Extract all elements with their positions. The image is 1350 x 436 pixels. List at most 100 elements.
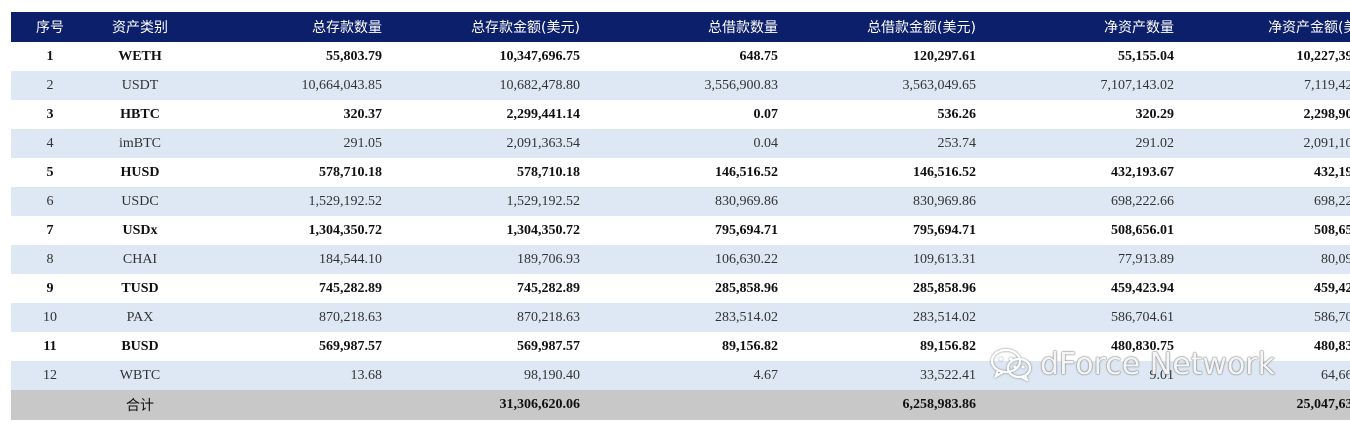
cell-asset-type: WBTC <box>89 361 191 390</box>
cell-net-usd: 508,656.01 <box>1182 216 1350 245</box>
cell-net-qty: 320.29 <box>984 100 1182 129</box>
table-row: 8 CHAI 184,544.10 189,706.93 106,630.22 109,6… <box>11 245 1350 274</box>
header-asset-type: 资产类别 <box>89 12 191 42</box>
table-row: 3 HBTC 320.37 2,299,441.14 0.07 536.26 320.29 2… <box>11 100 1350 129</box>
cell-borrow-usd: 253.74 <box>786 129 984 158</box>
total-borrow-qty <box>588 390 786 420</box>
cell-deposit-usd: 10,347,696.75 <box>390 42 588 71</box>
table-row: 4 imBTC 291.05 2,091,363.54 0.04 253.74 291.02… <box>11 129 1350 158</box>
cell-net-qty: 55,155.04 <box>984 42 1182 71</box>
table-row: 6 USDC 1,529,192.52 1,529,192.52 830,969.86 8… <box>11 187 1350 216</box>
cell-asset-type: USDT <box>89 71 191 100</box>
total-deposit-usd: 31,306,620.06 <box>390 390 588 420</box>
table-row: 10 PAX 870,218.63 870,218.63 283,514.02 283,5… <box>11 303 1350 332</box>
table-row: 7 USDx 1,304,350.72 1,304,350.72 795,694.71 7… <box>11 216 1350 245</box>
cell-asset-type: HBTC <box>89 100 191 129</box>
cell-deposit-usd: 189,706.93 <box>390 245 588 274</box>
cell-net-usd: 2,298,904.88 <box>1182 100 1350 129</box>
table-row: 12 WBTC 13.68 98,190.40 4.67 33,522.41 9.01 64,… <box>11 361 1350 390</box>
cell-deposit-usd: 98,190.40 <box>390 361 588 390</box>
table-row: 11 BUSD 569,987.57 569,987.57 89,156.82 89,15… <box>11 332 1350 361</box>
cell-deposit-usd: 10,682,478.80 <box>390 71 588 100</box>
header-borrow-qty: 总借款数量 <box>588 12 786 42</box>
cell-deposit-usd: 569,987.57 <box>390 332 588 361</box>
cell-asset-type: imBTC <box>89 129 191 158</box>
cell-deposit-usd: 745,282.89 <box>390 274 588 303</box>
cell-borrow-usd: 109,613.31 <box>786 245 984 274</box>
cell-borrow-usd: 33,522.41 <box>786 361 984 390</box>
cell-borrow-qty: 89,156.82 <box>588 332 786 361</box>
cell-index: 2 <box>11 71 89 100</box>
cell-deposit-qty: 55,803.79 <box>191 42 390 71</box>
cell-deposit-qty: 291.05 <box>191 129 390 158</box>
cell-deposit-qty: 13.68 <box>191 361 390 390</box>
cell-index: 12 <box>11 361 89 390</box>
total-net-usd: 25,047,636.20 <box>1182 390 1350 420</box>
header-row: 序号 资产类别 总存款数量 总存款金额(美元) 总借款数量 总借款金额(美元) … <box>11 12 1350 42</box>
table-row: 1 WETH 55,803.79 10,347,696.75 648.75 120,297… <box>11 42 1350 71</box>
total-label: 合计 <box>89 390 191 420</box>
cell-net-qty: 7,107,143.02 <box>984 71 1182 100</box>
cell-asset-type: USDC <box>89 187 191 216</box>
cell-net-usd: 586,704.61 <box>1182 303 1350 332</box>
cell-net-qty: 77,913.89 <box>984 245 1182 274</box>
cell-deposit-qty: 184,544.10 <box>191 245 390 274</box>
cell-borrow-usd: 3,563,049.65 <box>786 71 984 100</box>
asset-table-container: 序号 资产类别 总存款数量 总存款金额(美元) 总借款数量 总借款金额(美元) … <box>11 12 1350 420</box>
header-net-usd: 净资产金额(美元) <box>1182 12 1350 42</box>
total-borrow-usd: 6,258,983.86 <box>786 390 984 420</box>
cell-index: 9 <box>11 274 89 303</box>
cell-deposit-qty: 745,282.89 <box>191 274 390 303</box>
cell-deposit-usd: 1,304,350.72 <box>390 216 588 245</box>
cell-borrow-qty: 648.75 <box>588 42 786 71</box>
cell-asset-type: WETH <box>89 42 191 71</box>
total-row: 合计 31,306,620.06 6,258,983.86 25,047,636… <box>11 390 1350 420</box>
cell-net-qty: 698,222.66 <box>984 187 1182 216</box>
cell-net-qty: 432,193.67 <box>984 158 1182 187</box>
cell-deposit-usd: 2,299,441.14 <box>390 100 588 129</box>
total-net-qty <box>984 390 1182 420</box>
cell-borrow-usd: 795,694.71 <box>786 216 984 245</box>
cell-deposit-usd: 578,710.18 <box>390 158 588 187</box>
cell-borrow-qty: 4.67 <box>588 361 786 390</box>
cell-index: 4 <box>11 129 89 158</box>
cell-net-usd: 459,423.94 <box>1182 274 1350 303</box>
header-deposit-usd: 总存款金额(美元) <box>390 12 588 42</box>
cell-borrow-usd: 283,514.02 <box>786 303 984 332</box>
cell-borrow-qty: 0.04 <box>588 129 786 158</box>
cell-borrow-usd: 89,156.82 <box>786 332 984 361</box>
cell-borrow-usd: 146,516.52 <box>786 158 984 187</box>
cell-index: 7 <box>11 216 89 245</box>
header-deposit-qty: 总存款数量 <box>191 12 390 42</box>
cell-index: 3 <box>11 100 89 129</box>
cell-net-usd: 80,093.61 <box>1182 245 1350 274</box>
cell-net-qty: 508,656.01 <box>984 216 1182 245</box>
cell-index: 10 <box>11 303 89 332</box>
cell-asset-type: HUSD <box>89 158 191 187</box>
cell-deposit-qty: 569,987.57 <box>191 332 390 361</box>
cell-borrow-usd: 285,858.96 <box>786 274 984 303</box>
cell-borrow-qty: 106,630.22 <box>588 245 786 274</box>
cell-deposit-usd: 870,218.63 <box>390 303 588 332</box>
cell-deposit-qty: 870,218.63 <box>191 303 390 332</box>
cell-net-usd: 64,667.99 <box>1182 361 1350 390</box>
cell-index: 11 <box>11 332 89 361</box>
cell-net-qty: 459,423.94 <box>984 274 1182 303</box>
cell-net-usd: 432,193.67 <box>1182 158 1350 187</box>
header-borrow-usd: 总借款金额(美元) <box>786 12 984 42</box>
cell-borrow-usd: 830,969.86 <box>786 187 984 216</box>
cell-borrow-qty: 285,858.96 <box>588 274 786 303</box>
cell-borrow-qty: 830,969.86 <box>588 187 786 216</box>
cell-index: 8 <box>11 245 89 274</box>
cell-borrow-qty: 146,516.52 <box>588 158 786 187</box>
cell-index: 1 <box>11 42 89 71</box>
cell-asset-type: CHAI <box>89 245 191 274</box>
header-net-qty: 净资产数量 <box>984 12 1182 42</box>
cell-net-qty: 291.02 <box>984 129 1182 158</box>
cell-deposit-qty: 1,304,350.72 <box>191 216 390 245</box>
cell-asset-type: PAX <box>89 303 191 332</box>
header-index: 序号 <box>11 12 89 42</box>
cell-net-qty: 9.01 <box>984 361 1182 390</box>
total-deposit-qty <box>191 390 390 420</box>
cell-borrow-qty: 3,556,900.83 <box>588 71 786 100</box>
